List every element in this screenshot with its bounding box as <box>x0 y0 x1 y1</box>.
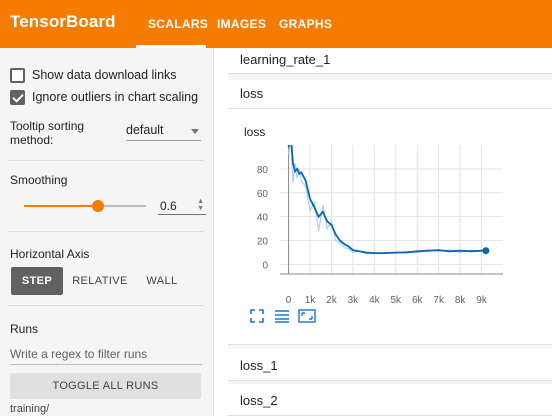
smoothing-input[interactable]: 0.6 ▲ ▼ <box>158 197 206 215</box>
card-title-loss-1: loss_1 <box>240 358 278 373</box>
active-tab-indicator <box>136 45 206 48</box>
run-item-training[interactable]: training/ <box>10 403 50 415</box>
ignore-outliers-checkbox[interactable] <box>10 90 25 105</box>
smoothing-slider-track-filled[interactable] <box>24 205 98 207</box>
series-line-raw <box>288 145 486 255</box>
card-title-learning-rate: learning_rate_1 <box>240 52 331 67</box>
runs-label: Runs <box>10 322 39 336</box>
card-learning-rate[interactable]: learning_rate_1 <box>228 48 552 74</box>
y-tick-label: 0 <box>262 260 268 271</box>
axis-relative-button[interactable]: RELATIVE <box>72 275 128 287</box>
x-tick-label: 8k <box>455 295 467 306</box>
run-filter-input[interactable] <box>10 347 200 361</box>
horizontal-axis-label: Horizontal Axis <box>10 247 90 261</box>
x-tick-label: 0 <box>286 295 292 306</box>
toggle-all-runs-button[interactable]: TOGGLE ALL RUNS <box>10 373 201 399</box>
x-tick-label: 2k <box>326 295 338 306</box>
fit-domain-icon[interactable] <box>298 309 316 323</box>
card-loss-1[interactable]: loss_1 <box>228 349 552 381</box>
axis-wall-button[interactable]: WALL <box>146 275 178 287</box>
smoothing-label: Smoothing <box>10 173 68 187</box>
x-tick-label: 5k <box>391 295 403 306</box>
divider <box>8 160 204 161</box>
expand-chart-icon[interactable] <box>250 309 266 323</box>
tab-scalars[interactable]: SCALARS <box>148 17 209 31</box>
stepper-arrows-icon[interactable]: ▲ ▼ <box>197 198 204 212</box>
smoothing-value: 0.6 <box>160 199 177 213</box>
divider <box>8 305 204 306</box>
y-tick-label: 60 <box>257 189 269 200</box>
card-loss-group[interactable]: loss <box>228 80 552 345</box>
loss-chart[interactable]: 0 20 40 60 80 0 1k 2k 3k 4k 5k 6k 7k 8k 9k <box>240 140 520 310</box>
axis-step-button[interactable]: STEP <box>11 267 63 295</box>
run-filter-field[interactable] <box>10 345 202 365</box>
x-tick-label: 7k <box>433 295 445 306</box>
app-header: TensorBoard SCALARS IMAGES GRAPHS <box>0 0 552 48</box>
app-title: TensorBoard <box>10 12 116 31</box>
chevron-down-icon <box>191 129 199 134</box>
y-tick-label: 40 <box>257 213 269 224</box>
x-tick-label: 4k <box>369 295 381 306</box>
y-tick-label: 20 <box>257 237 269 248</box>
tooltip-sorting-select[interactable]: default <box>126 123 201 141</box>
x-tick-label: 9k <box>476 295 488 306</box>
ignore-outliers-label: Ignore outliers in chart scaling <box>32 90 199 104</box>
x-tick-label: 3k <box>348 295 360 306</box>
x-tick-label: 6k <box>412 295 424 306</box>
chart-title: loss <box>244 125 266 139</box>
series-end-marker <box>482 247 490 255</box>
y-tick-label: 80 <box>257 165 269 176</box>
card-title-loss: loss <box>240 86 264 101</box>
tab-images[interactable]: IMAGES <box>217 17 267 31</box>
smoothing-slider-track[interactable] <box>98 205 146 207</box>
divider <box>228 108 552 109</box>
series-line-smoothed <box>287 145 486 254</box>
card-loss-2[interactable]: loss_2 <box>228 384 552 416</box>
x-tick-label: 1k <box>305 295 317 306</box>
tab-graphs[interactable]: GRAPHS <box>279 17 333 31</box>
divider <box>8 231 204 232</box>
tooltip-sorting-value: default <box>126 123 164 137</box>
tooltip-sorting-label: Tooltip sorting method: <box>10 119 85 147</box>
show-download-links-label: Show data download links <box>32 68 177 82</box>
smoothing-slider-knob[interactable] <box>92 200 104 212</box>
toggle-log-scale-icon[interactable] <box>274 309 290 323</box>
show-download-links-checkbox[interactable] <box>10 68 25 83</box>
card-title-loss-2: loss_2 <box>240 393 278 408</box>
